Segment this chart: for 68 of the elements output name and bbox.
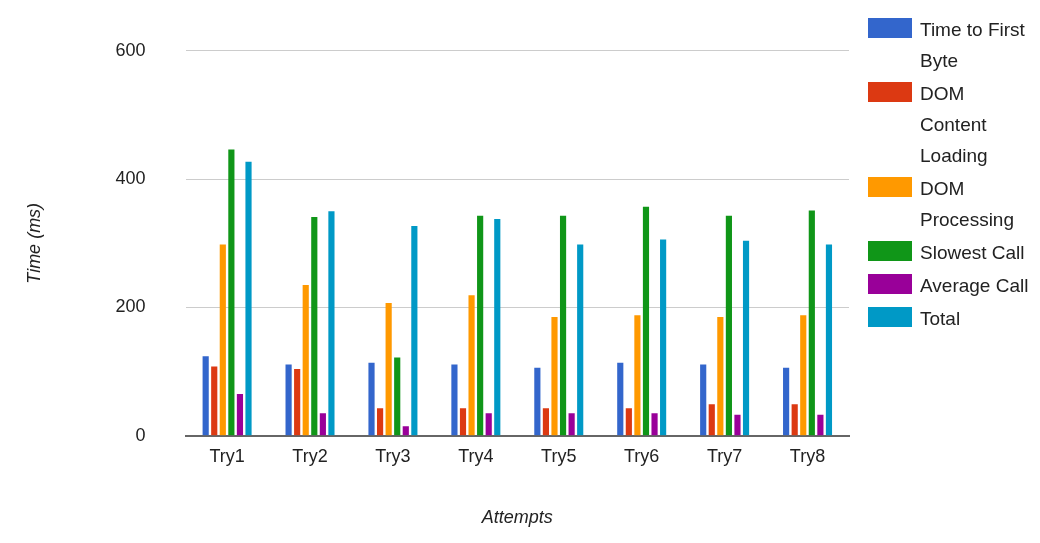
bar [725, 215, 732, 436]
bar [328, 211, 335, 436]
bar [825, 244, 833, 436]
bar [634, 315, 641, 436]
bar [294, 369, 301, 436]
x-tick-label: Try7 [706, 445, 743, 466]
bar [734, 414, 741, 436]
bar [211, 366, 218, 436]
x-tick-label: Try6 [624, 445, 660, 466]
bar [700, 364, 707, 436]
bar [236, 394, 244, 436]
bar [377, 408, 384, 436]
bar [642, 206, 650, 436]
bar [534, 367, 541, 436]
bar [808, 210, 815, 436]
bar [559, 215, 567, 436]
bar [791, 404, 798, 436]
bar [394, 357, 401, 436]
legend-label: DOM Processing [920, 177, 1015, 232]
x-tick-label: Try5 [541, 445, 577, 466]
bar [551, 317, 558, 436]
x-tick-label: Try4 [458, 445, 494, 466]
bar [568, 413, 575, 436]
legend-label: Time to First Byte [920, 18, 1026, 73]
bar [451, 364, 458, 436]
bar [311, 216, 318, 436]
legend-label: Average Call [920, 274, 1030, 298]
bar [477, 215, 484, 436]
y-tick-label: 400 [115, 168, 146, 189]
bar [542, 408, 550, 436]
bar [319, 413, 326, 436]
y-tick-label: 0 [135, 424, 146, 445]
y-tick-label: 600 [115, 39, 146, 60]
x-tick-label: Try1 [209, 445, 245, 466]
bar [219, 244, 226, 436]
bar [783, 367, 790, 436]
bar [717, 317, 724, 436]
bar [800, 315, 807, 436]
bar [459, 408, 467, 436]
bar [468, 295, 475, 436]
x-tick-label: Try3 [375, 445, 411, 466]
bar [708, 404, 715, 436]
bar [485, 413, 492, 436]
x-axis-title: Attempts [480, 507, 553, 528]
bar [302, 285, 309, 436]
legend-label: Slowest Call [920, 241, 1026, 265]
y-axis-title: Time (ms) [23, 202, 44, 284]
bar [411, 225, 418, 436]
bar [245, 161, 252, 436]
x-tick-label: Try8 [789, 445, 826, 466]
bar [577, 244, 584, 436]
bar [368, 362, 375, 436]
bar [228, 149, 235, 436]
bar [660, 239, 667, 436]
bar [651, 413, 658, 436]
bar [402, 426, 409, 436]
x-tick-label: Try2 [292, 445, 328, 466]
bar [494, 218, 501, 436]
y-tick-label: 200 [115, 296, 146, 317]
bar [385, 302, 392, 436]
bar [625, 408, 632, 436]
bar [817, 414, 824, 436]
bar [617, 362, 624, 436]
bar [742, 240, 750, 436]
bar [285, 364, 292, 436]
bar [202, 356, 209, 436]
legend-label: Total [920, 307, 962, 331]
legend-label: DOM Content Loading [920, 82, 989, 168]
